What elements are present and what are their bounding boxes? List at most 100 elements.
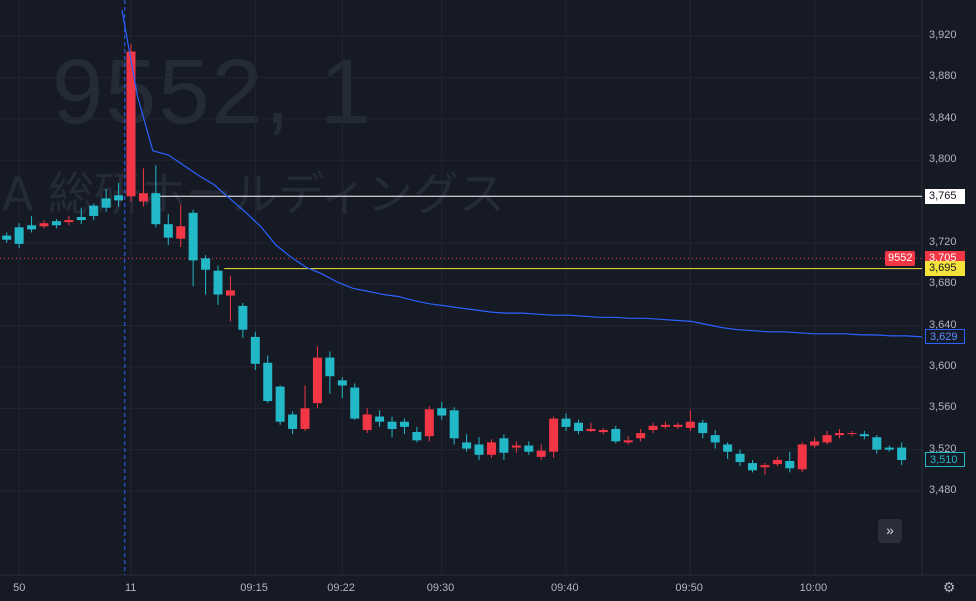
candle-body [163,224,173,238]
candle-body [213,270,223,295]
candle-body [14,227,24,244]
x-tick-label: 09:22 [327,582,355,594]
candle-body [698,422,708,434]
candle-body [449,410,459,439]
candle-body [785,461,795,469]
candle-body [797,444,807,470]
candle-body [27,225,37,230]
y-tick-label: 3,520 [929,442,957,455]
candle-body [623,440,633,443]
candle-body [101,198,111,208]
candle-body [549,418,559,452]
candle-body [835,433,845,436]
y-tick-label: 3,800 [929,153,957,166]
candle-body [884,447,894,450]
close-price-tag: 3,510 [925,452,965,468]
candle-body [673,424,683,427]
candle-body [723,444,733,452]
candle-body [424,409,434,437]
candle-body [772,459,782,465]
candle-body [2,235,12,240]
candle-body [561,418,571,427]
watermark-symbol: 9552, 1 [52,41,373,143]
watermark-company-name: A 総研ホールディングス [2,167,505,221]
candle-body [300,408,310,429]
price-tag-3695: 3,695 [925,261,965,277]
candle-body [636,433,646,439]
y-tick-label: 3,600 [929,359,957,372]
candle-body [598,429,608,433]
candle-body [412,432,422,441]
candle-body [114,195,124,201]
candle-body [486,442,496,455]
candle-body [810,441,820,446]
candle-body [76,216,86,221]
candle-body [288,414,298,429]
candle-body [586,428,596,432]
y-tick-label: 3,560 [929,401,957,414]
candle-body [536,450,546,457]
candle-body [399,421,409,427]
y-tick-label: 3,680 [929,277,957,290]
candle-body [250,336,260,364]
x-tick-label: 09:30 [426,582,455,594]
x-tick-label: 09:15 [240,582,268,594]
x-tick-label: 50 [13,582,26,594]
y-tick-label: 3,920 [929,29,957,41]
candle-body [337,380,347,386]
candle-body [362,414,372,430]
x-tick-label: 09:40 [551,582,579,594]
candle-body [511,445,521,448]
x-tick-label: 11 [125,582,137,594]
scroll-to-realtime-button[interactable]: » [878,519,902,543]
candle-body [325,357,335,377]
candle-body [138,193,148,202]
y-tick-label: 3,640 [929,318,957,331]
candle-body [685,421,695,428]
gear-icon[interactable]: ⚙ [942,579,956,595]
candle-body [648,425,658,430]
candle-body [275,386,285,422]
candle-body [499,438,509,453]
vwap-price-tag: 3,629 [925,329,965,345]
candle-body [859,434,869,437]
candle-body [822,435,832,443]
candle-body [437,408,447,416]
candle-body [897,447,907,460]
candle-body [462,442,472,449]
y-tick-label: 3,720 [929,235,957,248]
symbol-price-tag: 9552 [885,250,916,266]
candle-body [760,465,770,468]
candle-body [225,290,235,296]
candle-body [39,223,49,227]
candle-body [201,258,211,270]
y-tick-label: 3,880 [929,70,957,83]
candle-body [375,416,385,422]
candle-body [312,357,322,404]
candle-body [710,435,720,443]
candle-body [660,424,670,427]
candle-body [474,444,484,455]
candle-body [51,221,61,226]
candle-body [611,428,621,442]
vwap-line [121,9,923,338]
candle-body [524,445,534,452]
candle-body [176,226,186,239]
candle-body [64,220,74,223]
double-chevron-right-icon: » [886,522,894,538]
candle-body [872,437,882,450]
candle-body [188,212,198,261]
candle-body [387,421,397,429]
x-tick-label: 09:50 [675,582,703,594]
candle-body [238,305,248,330]
candle-body [735,453,745,463]
candle-body [89,205,99,216]
candle-body [350,387,360,419]
candle-body [748,463,757,471]
candle-body [151,193,161,225]
y-tick-label: 3,480 [929,484,957,496]
price-tag-3765: 3,765 [925,188,965,204]
candle-body [847,433,857,435]
candle-body [263,362,273,402]
